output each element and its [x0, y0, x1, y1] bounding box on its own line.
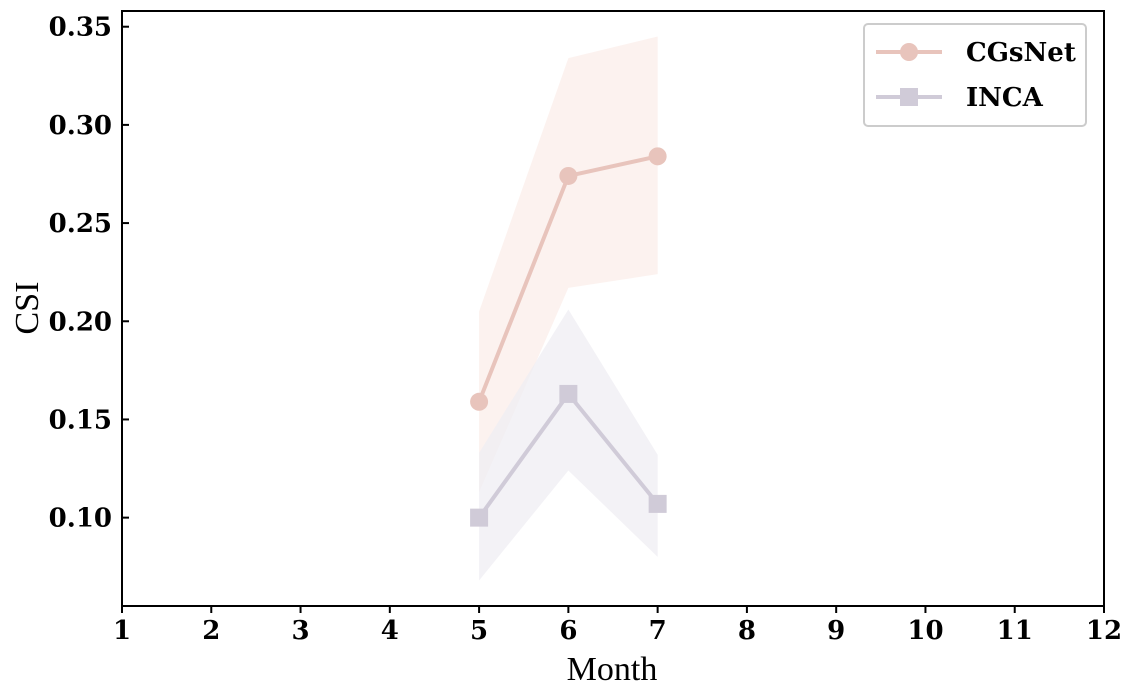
inca-band [479, 309, 658, 581]
x-tick-label: 1 [113, 616, 131, 646]
y-tick-label: 0.35 [49, 13, 112, 43]
y-tick-label: 0.10 [49, 504, 112, 534]
y-tick-label: 0.25 [49, 209, 112, 239]
inca-point [648, 494, 667, 513]
legend-marker-inca [900, 88, 918, 106]
confidence-bands [479, 36, 658, 581]
legend-label-cgsnet: CGsNet [966, 38, 1076, 68]
cgsnet-point [470, 392, 489, 411]
x-axis-label: Month [567, 651, 658, 687]
x-tick-label: 11 [997, 616, 1033, 646]
inca-point [559, 384, 578, 403]
y-tick-label: 0.20 [49, 307, 112, 337]
cgsnet-point [648, 147, 667, 166]
x-tick-label: 2 [202, 616, 220, 646]
x-tick-label: 8 [738, 616, 756, 646]
series-markers [470, 147, 667, 527]
cgsnet-band [479, 36, 658, 493]
legend-box [863, 23, 1087, 127]
x-tick-label: 10 [907, 616, 943, 646]
x-tick-label: 4 [381, 616, 399, 646]
y-tick-label: 0.30 [49, 111, 112, 141]
y-axis-ticks: 0.10 0.15 0.20 0.25 0.30 0.35 [49, 13, 129, 534]
cgsnet-point [559, 166, 578, 185]
x-axis-ticks: 1 2 3 4 5 6 7 8 9 10 11 12 [113, 606, 1122, 646]
x-tick-label: 5 [470, 616, 488, 646]
legend: CGsNet INCA [863, 23, 1087, 127]
inca-point [470, 508, 489, 527]
x-tick-label: 7 [649, 616, 667, 646]
legend-marker-cgsnet [900, 43, 918, 61]
y-tick-label: 0.15 [49, 405, 112, 435]
x-tick-label: 6 [559, 616, 577, 646]
plot-frame [121, 10, 1105, 607]
x-tick-label: 12 [1086, 616, 1122, 646]
legend-label-inca: INCA [966, 83, 1044, 113]
x-tick-label: 3 [291, 616, 309, 646]
x-tick-label: 9 [827, 616, 845, 646]
y-axis-label: CSI [9, 282, 46, 335]
